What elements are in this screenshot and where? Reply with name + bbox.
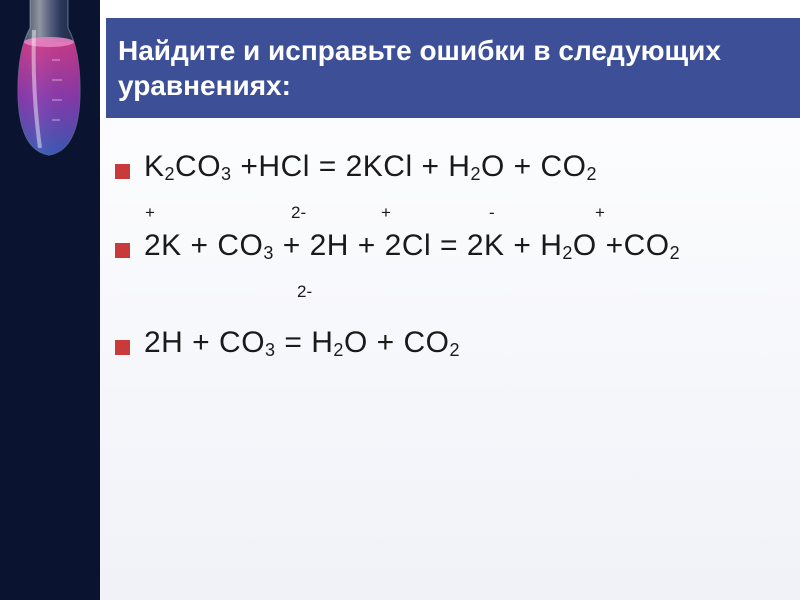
equation-3-text: 2H + CO3 = H2O + CO2 <box>144 326 460 361</box>
equation-3: 2H + CO3 = H2O + CO2 <box>115 326 772 361</box>
title-band: Найдите и исправьте ошибки в следующих у… <box>100 18 800 118</box>
charge-label <box>145 282 297 302</box>
bullet-icon <box>115 164 130 179</box>
charges-row-2: 2- <box>145 282 772 302</box>
slide-title: Найдите и исправьте ошибки в следующих у… <box>118 33 780 103</box>
content-area: K2CO3 +HCl = 2KCl + H2O + CO2 +2-+-+ 2K … <box>115 140 772 580</box>
equation-2: 2K + CO3 + 2H + 2Cl = 2K + H2O +CO2 <box>115 229 772 264</box>
equation-2-text: 2K + CO3 + 2H + 2Cl = 2K + H2O +CO2 <box>144 229 680 264</box>
title-accent <box>100 18 106 118</box>
bullet-icon <box>115 340 130 355</box>
charge-label: + <box>145 203 205 223</box>
charge-label <box>373 203 381 223</box>
slide: Найдите и исправьте ошибки в следующих у… <box>0 0 800 600</box>
equation-1: K2CO3 +HCl = 2KCl + H2O + CO2 <box>115 150 772 185</box>
charge-label: 2- <box>291 203 373 223</box>
charge-label: - <box>489 203 595 223</box>
bullet-icon <box>115 243 130 258</box>
charge-label <box>205 203 291 223</box>
flask-sidebar <box>0 0 100 600</box>
flask-icon <box>10 0 88 160</box>
charge-label: + <box>381 203 489 223</box>
charges-row-1: +2-+-+ <box>145 203 772 223</box>
equation-1-text: K2CO3 +HCl = 2KCl + H2O + CO2 <box>144 150 597 185</box>
